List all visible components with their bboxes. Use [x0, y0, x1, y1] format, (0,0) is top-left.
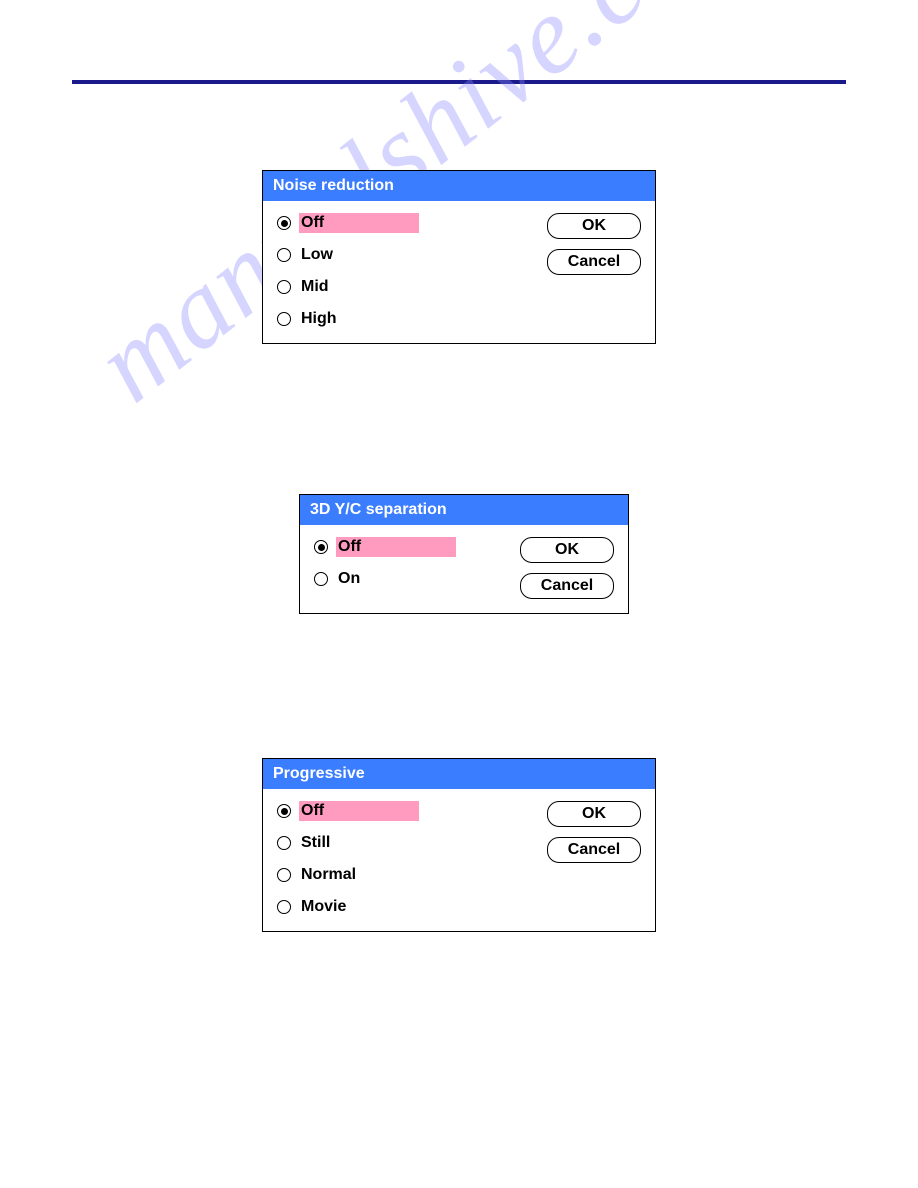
radio-icon — [277, 868, 291, 882]
radio-icon — [314, 572, 328, 586]
yc-separation-option-off[interactable]: Off — [314, 537, 506, 557]
option-label: Off — [299, 213, 419, 233]
option-label: Still — [299, 833, 334, 853]
radio-icon — [277, 248, 291, 262]
yc-separation-dialog: 3D Y/C separation Off On OK Cancel — [299, 494, 629, 614]
cancel-button[interactable]: Cancel — [547, 837, 641, 863]
noise-reduction-dialog: Noise reduction Off Low Mid High OK Canc… — [262, 170, 656, 344]
noise-reduction-option-mid[interactable]: Mid — [277, 277, 533, 297]
radio-icon — [277, 836, 291, 850]
option-label: Normal — [299, 865, 360, 885]
radio-icon — [314, 540, 328, 554]
option-label: Off — [336, 537, 456, 557]
option-label: Off — [299, 801, 419, 821]
radio-icon — [277, 900, 291, 914]
cancel-button[interactable]: Cancel — [547, 249, 641, 275]
noise-reduction-option-low[interactable]: Low — [277, 245, 533, 265]
ok-button[interactable]: OK — [520, 537, 614, 563]
option-label: Movie — [299, 897, 350, 917]
option-label: Low — [299, 245, 337, 265]
radio-icon — [277, 804, 291, 818]
ok-button[interactable]: OK — [547, 213, 641, 239]
yc-separation-options: Off On — [314, 537, 506, 599]
progressive-options: Off Still Normal Movie — [277, 801, 533, 917]
noise-reduction-options: Off Low Mid High — [277, 213, 533, 329]
option-label: On — [336, 569, 364, 589]
progressive-buttons: OK Cancel — [547, 801, 641, 917]
progressive-title: Progressive — [263, 759, 655, 789]
yc-separation-option-on[interactable]: On — [314, 569, 506, 589]
progressive-option-off[interactable]: Off — [277, 801, 533, 821]
cancel-button[interactable]: Cancel — [520, 573, 614, 599]
progressive-option-movie[interactable]: Movie — [277, 897, 533, 917]
yc-separation-body: Off On OK Cancel — [300, 525, 628, 613]
progressive-option-still[interactable]: Still — [277, 833, 533, 853]
noise-reduction-option-off[interactable]: Off — [277, 213, 533, 233]
yc-separation-buttons: OK Cancel — [520, 537, 614, 599]
progressive-option-normal[interactable]: Normal — [277, 865, 533, 885]
header-divider — [72, 80, 846, 84]
ok-button[interactable]: OK — [547, 801, 641, 827]
radio-icon — [277, 312, 291, 326]
yc-separation-title: 3D Y/C separation — [300, 495, 628, 525]
noise-reduction-buttons: OK Cancel — [547, 213, 641, 329]
noise-reduction-option-high[interactable]: High — [277, 309, 533, 329]
radio-icon — [277, 216, 291, 230]
noise-reduction-body: Off Low Mid High OK Cancel — [263, 201, 655, 343]
progressive-dialog: Progressive Off Still Normal Movie OK Ca… — [262, 758, 656, 932]
option-label: Mid — [299, 277, 333, 297]
option-label: High — [299, 309, 341, 329]
progressive-body: Off Still Normal Movie OK Cancel — [263, 789, 655, 931]
noise-reduction-title: Noise reduction — [263, 171, 655, 201]
radio-icon — [277, 280, 291, 294]
